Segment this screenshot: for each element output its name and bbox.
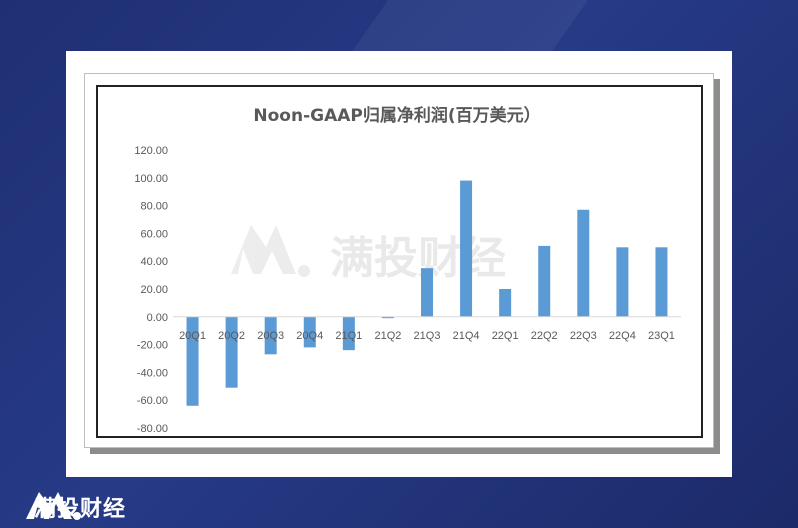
x-tick-label: 20Q1 bbox=[179, 330, 206, 342]
y-tick-label: 0.00 bbox=[147, 312, 168, 324]
y-tick-label: 20.00 bbox=[140, 284, 168, 296]
x-tick-label: 20Q3 bbox=[257, 330, 284, 342]
x-tick-label: 23Q1 bbox=[648, 330, 675, 342]
bar-21Q4 bbox=[460, 180, 473, 317]
x-tick-label: 20Q2 bbox=[218, 330, 245, 342]
bar-23Q1 bbox=[655, 247, 668, 317]
bar-21Q2 bbox=[381, 316, 394, 319]
chart-title: Noon-GAAP归属净利润(百万美元） bbox=[253, 105, 540, 126]
watermark-text: 满投财经 bbox=[330, 233, 506, 284]
y-tick-label: 40.00 bbox=[140, 256, 168, 268]
bar-20Q2 bbox=[225, 316, 238, 388]
y-tick-label: -80.00 bbox=[137, 423, 168, 435]
bar-21Q3 bbox=[421, 268, 433, 317]
bar-20Q1 bbox=[186, 316, 199, 406]
bar-22Q2 bbox=[538, 245, 551, 317]
x-tick-label: 22Q3 bbox=[570, 330, 597, 342]
chart-frame: 满投财经 Noon-GAAP归属净利润(百万美元） 120.00 100.00 80… bbox=[84, 73, 714, 448]
y-tick-label: 120.00 bbox=[134, 145, 168, 157]
watermark-dot bbox=[298, 265, 310, 277]
x-tick-label: 21Q2 bbox=[374, 330, 401, 342]
x-tick-label: 21Q1 bbox=[335, 330, 362, 342]
x-tick-label: 22Q2 bbox=[531, 330, 558, 342]
footer-brand: 满投财经 bbox=[24, 489, 126, 525]
y-tick-label: 60.00 bbox=[140, 228, 168, 240]
x-tick-label: 22Q4 bbox=[609, 330, 636, 342]
bar-22Q4 bbox=[616, 247, 629, 317]
watermark: 满投财经 bbox=[231, 225, 506, 284]
bar-22Q1 bbox=[499, 289, 512, 317]
x-tick-label: 21Q3 bbox=[414, 330, 441, 342]
x-tick-label: 22Q1 bbox=[492, 330, 519, 342]
y-tick-label: 80.00 bbox=[140, 201, 168, 213]
bars bbox=[186, 180, 668, 406]
y-tick-label: -20.00 bbox=[137, 340, 168, 352]
y-tick-label: 100.00 bbox=[134, 173, 168, 185]
x-tick-label: 21Q4 bbox=[453, 330, 480, 342]
brand-logo-icon bbox=[26, 492, 81, 520]
bar-20Q4 bbox=[303, 316, 316, 348]
bar-20Q3 bbox=[264, 316, 277, 355]
x-tick-label: 20Q4 bbox=[296, 330, 323, 342]
bar-21Q1 bbox=[342, 316, 355, 351]
y-tick-label: -40.00 bbox=[137, 367, 168, 379]
y-tick-label: -60.00 bbox=[137, 395, 168, 407]
y-axis-ticks: 120.00 100.00 80.00 60.00 40.00 20.00 0.00 -20.… bbox=[134, 145, 168, 435]
watermark-logo-icon bbox=[231, 225, 296, 274]
bar-chart: 满投财经 Noon-GAAP归属净利润(百万美元） 120.00 100.00 80… bbox=[134, 105, 681, 435]
chart-card: 满投财经 Noon-GAAP归属净利润(百万美元） 120.00 100.00 80… bbox=[66, 51, 732, 477]
x-axis-ticks: 20Q1 20Q2 20Q3 20Q4 21Q1 21Q2 21Q3 21Q4 22Q1 22Q2… bbox=[179, 330, 675, 342]
chart-area: 满投财经 Noon-GAAP归属净利润(百万美元） 120.00 100.00 80… bbox=[96, 85, 703, 438]
bar-22Q3 bbox=[577, 209, 590, 317]
